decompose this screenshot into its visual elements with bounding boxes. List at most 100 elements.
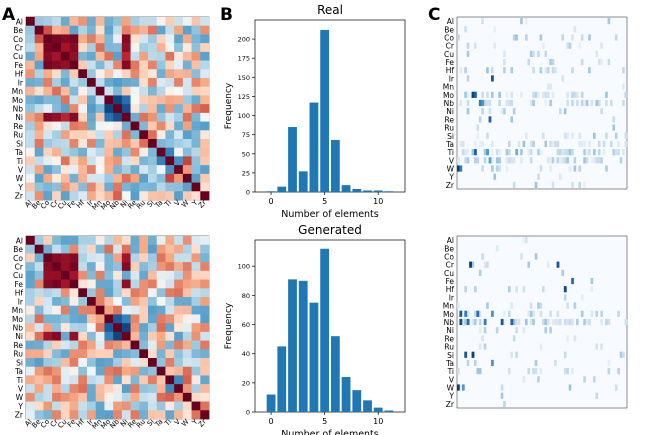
heatmap-cell (95, 69, 105, 79)
matrix-cell (488, 99, 492, 107)
heatmap-cell (156, 69, 166, 79)
heatmap-cell (200, 253, 210, 263)
heatmap-cell (121, 279, 131, 289)
heatmap-cell (139, 305, 149, 315)
heatmap-cell (26, 60, 36, 70)
heatmap-cell (26, 401, 36, 411)
heatmap-cell (95, 331, 105, 341)
heatmap-cell (139, 60, 149, 70)
histogram-bar (288, 279, 297, 412)
heatmap-row-label: Al (16, 17, 23, 26)
heatmap-cell (78, 121, 88, 131)
heatmap-cell (130, 358, 140, 368)
heatmap-cell (148, 244, 158, 254)
heatmap-cell (78, 34, 88, 44)
heatmap-cell (69, 323, 79, 333)
heatmap-cell (200, 375, 210, 385)
heatmap-cell (60, 331, 70, 341)
matrix-cell (573, 165, 577, 172)
heatmap-col-label: Ta (153, 199, 165, 211)
heatmap-cell (69, 78, 79, 88)
heatmap-cell (191, 358, 201, 368)
heatmap-cell (200, 139, 210, 149)
matrix-row-label: Si (447, 351, 454, 360)
matrix-cell (607, 368, 611, 375)
heatmap-cell (148, 165, 158, 175)
matrix-row-label: Cr (446, 42, 455, 51)
matrix-cell-strong (469, 261, 472, 268)
matrix-cell (478, 116, 482, 123)
heatmap-cell (34, 392, 44, 402)
heatmap-col-label: Fe (66, 199, 77, 210)
heatmap-cell (191, 104, 201, 114)
heatmap-cell (104, 51, 114, 61)
heatmap-cell (78, 244, 88, 254)
y-tick-label: 40 (242, 350, 250, 358)
heatmap-cell (165, 349, 175, 359)
heatmap-cell (200, 43, 210, 53)
heatmap-cell (130, 244, 140, 254)
matrix-cell-strong (466, 318, 470, 326)
heatmap-cell (78, 279, 88, 289)
heatmap-cell (191, 236, 201, 246)
matrix-cell (595, 392, 599, 399)
heatmap-cell (200, 305, 210, 315)
heatmap-cell (156, 147, 166, 157)
heatmap-cell (174, 121, 184, 131)
heatmap-cell (60, 121, 70, 131)
heatmap-cell (139, 358, 149, 368)
matrix-cell (544, 99, 548, 107)
matrix-cell (590, 310, 594, 317)
heatmap-cell (156, 43, 166, 53)
matrix-cell (551, 67, 555, 74)
heatmap-cell (165, 60, 175, 70)
heatmap-cell (113, 139, 123, 149)
heatmap-cell (113, 410, 123, 420)
heatmap-cell (121, 297, 131, 307)
heatmap-cell (43, 244, 53, 254)
heatmap-cell (78, 156, 88, 166)
heatmap-cell (26, 314, 36, 324)
matrix-cell (549, 140, 552, 148)
y-tick-label: 200 (238, 36, 250, 44)
heatmap-cell (182, 288, 192, 298)
heatmap-cell (182, 43, 192, 53)
heatmap-cell (200, 112, 210, 122)
heatmap-cell (182, 112, 192, 122)
matrix-cell-strong (461, 384, 465, 391)
heatmap-cell (130, 375, 140, 385)
heatmap-cell (69, 25, 79, 35)
heatmap-cell (113, 358, 123, 368)
matrix-cell (559, 149, 562, 156)
heatmap-cell (182, 262, 192, 272)
heatmap-cell (121, 236, 131, 246)
heatmap-cell (200, 244, 210, 254)
heatmap-row-label: Ru (13, 131, 23, 140)
matrix-cell (583, 376, 586, 383)
heatmap-cell (174, 358, 184, 368)
heatmap-cell (113, 121, 123, 131)
chart-title: Real (317, 3, 343, 17)
heatmap-cell (200, 165, 210, 175)
matrix-cell (483, 149, 487, 156)
heatmap-cell (200, 51, 210, 61)
matrix-cell (527, 368, 531, 375)
heatmap-cell (104, 288, 114, 298)
matrix-cell (612, 116, 616, 123)
heatmap-cell (139, 95, 149, 105)
matrix-cell (588, 34, 591, 41)
heatmap-cell (104, 139, 114, 149)
matrix-cell (457, 157, 460, 164)
matrix-cell (622, 83, 625, 90)
heatmap-cell (113, 262, 123, 272)
heatmap-cell (87, 173, 97, 183)
heatmap-cell (148, 51, 158, 61)
heatmap-row-label: V (18, 166, 24, 175)
heatmap-cell (121, 69, 131, 79)
matrix-row-label: V (449, 375, 455, 384)
heatmap-cell (200, 78, 210, 88)
heatmap-cell (52, 375, 62, 385)
heatmap-cell (191, 253, 201, 263)
heatmap-cell (148, 139, 158, 149)
matrix-cell-strong (481, 99, 485, 107)
